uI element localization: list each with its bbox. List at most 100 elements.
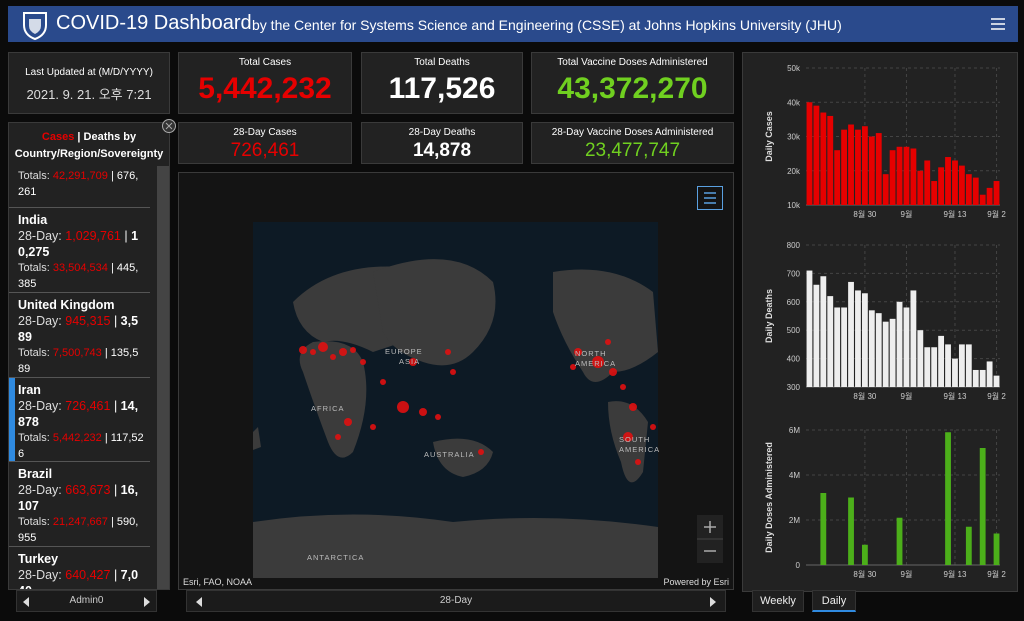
bar: [965, 344, 972, 387]
zoom-controls[interactable]: [697, 515, 723, 563]
y-tick-label: 6M: [789, 426, 800, 435]
y-tick-label: 400: [787, 355, 801, 364]
y-axis-label: Daily Deaths: [764, 289, 774, 343]
y-tick-label: 600: [787, 298, 801, 307]
stat-label: Total Deaths: [414, 57, 470, 68]
total-deaths: 135,589: [18, 347, 139, 375]
bar: [993, 181, 1000, 205]
bar: [841, 129, 848, 205]
bar: [861, 293, 868, 387]
total-cases: 21,247,667: [52, 516, 108, 528]
tab[interactable]: Weekly: [752, 590, 804, 612]
bar: [820, 276, 827, 387]
country-item[interactable]: Iran 28-Day: 726,461 | 14,878 Totals: 5,44…: [9, 378, 150, 462]
bar: [910, 148, 917, 205]
bar: [834, 307, 841, 387]
totals-line: Totals: 42,291,709 | 676,261: [18, 168, 144, 200]
bar: [868, 136, 875, 205]
country-name: India: [18, 213, 48, 227]
x-tick-label: 8월 30: [853, 569, 876, 579]
y-tick-label: 4M: [789, 471, 800, 480]
bar: [848, 497, 854, 565]
bar: [958, 165, 965, 205]
total-deaths: 445,385: [18, 262, 139, 290]
x-tick-label: 9월 13: [943, 569, 966, 579]
legend-button[interactable]: [697, 186, 723, 210]
continent-label: AUSTRALIA: [424, 450, 475, 459]
map: [253, 222, 658, 578]
bar: [972, 177, 979, 205]
stat-value: 23,477,747: [584, 140, 681, 161]
country-item[interactable]: United Kingdom 28-Day: 945,315 | 3,589 Tot…: [9, 293, 150, 378]
bar: [924, 160, 931, 205]
list-header-cases: Cases: [41, 131, 75, 143]
charts: Daily Cases 10k 20k 30k 40k 50k 8월 30 9월 9월 13 9월…: [764, 64, 1006, 579]
continent-label: ANTARCTICA: [307, 553, 365, 562]
total-cases: 33,504,534: [52, 262, 108, 274]
stat-panel: Total Vaccine Doses Administered 43,372,2…: [531, 52, 734, 114]
y-tick-label: 30k: [787, 133, 801, 142]
y-tick-label: 50k: [787, 64, 801, 73]
next-arrow[interactable]: [143, 597, 151, 607]
bar: [910, 290, 917, 387]
x-tick-label: 9월 13: [943, 391, 966, 401]
separator: |: [124, 229, 128, 243]
subtitle: by the Center for Systems Science and En…: [252, 17, 842, 33]
bar: [986, 187, 993, 205]
stat-panel: 28-Day Deaths 14,878: [361, 122, 523, 164]
stat-value: 14,878: [412, 140, 472, 161]
prev-arrow[interactable]: [22, 597, 30, 607]
bar: [993, 533, 1000, 565]
menu-button[interactable]: [990, 16, 1006, 32]
separator: |: [110, 170, 114, 182]
stat-panel: 28-Day Vaccine Doses Administered 23,477,…: [531, 122, 734, 164]
tab[interactable]: Daily: [812, 590, 856, 612]
x-tick-label: 9월: [901, 209, 913, 219]
separator: |: [113, 399, 118, 413]
stat-label: 28-Day Vaccine Doses Administered: [551, 127, 714, 138]
next-arrow[interactable]: [709, 597, 717, 607]
continent-label: SOUTH AMERICA: [619, 435, 661, 454]
day28-label: 28-Day:: [18, 314, 62, 328]
day28-line: 45,822: [18, 166, 144, 168]
country-item[interactable]: Brazil 28-Day: 663,673 | 16,107 Totals: 21…: [9, 462, 150, 547]
bar: [896, 146, 903, 205]
country-item[interactable]: India 28-Day: 1,029,761 | 10,275 Totals: 3…: [9, 208, 150, 293]
bar: [875, 313, 882, 387]
day28-label: 28-Day:: [18, 399, 62, 413]
y-tick-label: 500: [787, 326, 801, 335]
expand-button[interactable]: [161, 118, 177, 134]
bar: [938, 167, 945, 205]
bar: [834, 150, 841, 205]
total-cases: 42,291,709: [52, 170, 108, 182]
day28-deaths: 16,107: [18, 483, 139, 513]
separator: |: [113, 568, 118, 582]
x-tick-label: 8월 30: [853, 391, 876, 401]
bar: [827, 115, 834, 205]
country-name: Turkey: [18, 552, 59, 566]
country-item[interactable]: 45,822Totals: 42,291,709 | 676,261: [9, 166, 150, 208]
day28-cases: 726,461: [65, 399, 111, 413]
x-tick-label: 9월 2: [987, 569, 1006, 579]
prev-arrow[interactable]: [195, 597, 203, 607]
bar: [882, 321, 889, 387]
day28-line: 28-Day: 726,461 | 14,878: [18, 398, 144, 430]
bar: [931, 347, 938, 387]
totals-label: Totals:: [18, 170, 50, 182]
bar: [820, 112, 827, 205]
country-name: United Kingdom: [18, 298, 115, 312]
bar: [979, 194, 986, 205]
bar: [945, 344, 951, 387]
x-tick-label: 9월 2: [987, 391, 1006, 401]
x-tick-label: 9월 2: [987, 209, 1006, 219]
bar: [848, 124, 854, 205]
bar: [841, 307, 848, 387]
separator: |: [113, 314, 118, 328]
bar: [958, 344, 965, 387]
day28-label: 28-Day:: [18, 568, 62, 582]
bar: [972, 369, 979, 387]
bar: [889, 150, 896, 205]
totals-label: Totals:: [18, 262, 50, 274]
day28-line: 28-Day: 945,315 | 3,589: [18, 313, 144, 345]
